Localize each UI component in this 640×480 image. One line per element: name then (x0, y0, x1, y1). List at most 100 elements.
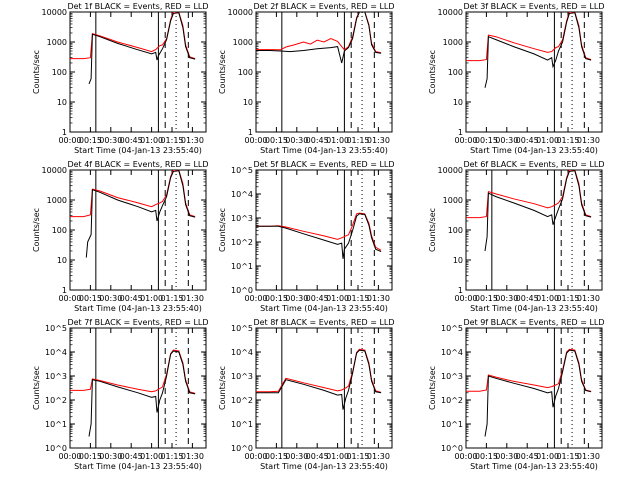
y-tick-label: 1000 (47, 196, 67, 205)
x-tick-label: 00:15 (79, 136, 102, 145)
y-tick-label: 10 (57, 256, 67, 265)
x-axis-title: Start Time (04-Jan-13 23:55:40) (74, 146, 202, 155)
x-tick-label: 00:00 (244, 136, 267, 145)
x-tick-label: 01:00 (326, 294, 349, 303)
x-tick-label: 01:30 (181, 294, 204, 303)
x-tick-label: 01:15 (556, 294, 579, 303)
chart-title: Det 1f BLACK = Events, RED = LLD (67, 2, 208, 11)
y-tick-label: 10^4 (231, 348, 253, 357)
chart-panel: 1 10 100 1000 10000 00:0000:1500:3000:4501:00… (428, 160, 605, 313)
x-tick-label: 01:00 (536, 294, 559, 303)
y-axis-title: Counts/sec (32, 50, 41, 94)
y-tick-label: 10^0 (45, 444, 67, 453)
x-tick-label: 00:45 (120, 452, 143, 461)
x-tick-label: 01:00 (140, 452, 163, 461)
y-axis-title: Counts/sec (32, 366, 41, 410)
y-tick-label: 10^3 (441, 372, 463, 381)
x-tick-label: 00:00 (454, 452, 477, 461)
x-tick-label: 00:15 (265, 452, 288, 461)
x-tick-label: 00:45 (516, 136, 539, 145)
x-tick-label: 00:45 (516, 294, 539, 303)
x-tick-label: 01:00 (140, 294, 163, 303)
x-axis-title: Start Time (04-Jan-13 23:55:40) (260, 304, 388, 313)
y-tick-label: 10000 (228, 8, 253, 17)
y-tick-label: 10^3 (231, 372, 253, 381)
chart-panel: 1 10 100 1000 10000 00:0000:1500:3000:4501:00… (32, 160, 209, 313)
plot-frame (69, 327, 207, 449)
x-tick-label: 00:30 (99, 294, 122, 303)
y-axis-title: Counts/sec (218, 208, 227, 252)
y-tick-label: 10^2 (231, 238, 253, 247)
x-tick-label: 01:30 (577, 294, 600, 303)
y-tick-label: 10^5 (441, 324, 463, 333)
series-line-lld (70, 12, 196, 60)
x-tick-label: 00:15 (79, 294, 102, 303)
x-axis-title: Start Time (04-Jan-13 23:55:40) (470, 304, 598, 313)
plot-frame (255, 169, 393, 291)
x-tick-label: 01:00 (326, 452, 349, 461)
x-tick-label: 00:45 (306, 136, 329, 145)
y-axis-title: Counts/sec (218, 366, 227, 410)
y-tick-label: 10^4 (45, 348, 67, 357)
plot-frame (69, 169, 207, 291)
x-tick-label: 01:30 (367, 136, 390, 145)
y-tick-label: 10 (243, 98, 253, 107)
x-axis-title: Start Time (04-Jan-13 23:55:40) (260, 462, 388, 471)
x-tick-label: 00:15 (265, 136, 288, 145)
plot-frame (465, 169, 603, 291)
x-tick-label: 01:15 (160, 452, 183, 461)
x-tick-label: 01:15 (160, 136, 183, 145)
y-tick-label: 100 (448, 68, 463, 77)
series-line-events (484, 12, 592, 88)
chart-title: Det 7f BLACK = Events, RED = LLD (67, 318, 208, 327)
y-tick-label: 100 (52, 68, 67, 77)
x-tick-label: 00:30 (285, 136, 308, 145)
x-tick-label: 00:15 (475, 294, 498, 303)
series-line-lld (70, 170, 196, 218)
chart-panel: 10^010^110^210^310^410^500:0000:1500:300… (218, 160, 395, 313)
x-axis-title: Start Time (04-Jan-13 23:55:40) (74, 462, 202, 471)
chart-title: Det 8f BLACK = Events, RED = LLD (253, 318, 394, 327)
plot-frame (465, 11, 603, 133)
chart-title: Det 9f BLACK = Events, RED = LLD (463, 318, 604, 327)
x-tick-label: 00:30 (495, 136, 518, 145)
chart-panel: 10^010^110^210^310^410^500:0000:1500:300… (428, 318, 605, 471)
x-tick-label: 00:00 (58, 136, 81, 145)
x-axis-title: Start Time (04-Jan-13 23:55:40) (74, 304, 202, 313)
plot-frame (69, 11, 207, 133)
y-tick-label: 1 (62, 128, 67, 137)
y-tick-label: 10^0 (441, 444, 463, 453)
x-tick-label: 01:15 (346, 136, 369, 145)
x-tick-label: 01:15 (556, 452, 579, 461)
x-tick-label: 00:00 (58, 294, 81, 303)
y-tick-label: 10^2 (441, 396, 463, 405)
chart-title: Det 4f BLACK = Events, RED = LLD (67, 160, 208, 169)
x-tick-label: 00:45 (306, 452, 329, 461)
x-tick-label: 00:45 (516, 452, 539, 461)
x-axis-title: Start Time (04-Jan-13 23:55:40) (470, 146, 598, 155)
y-tick-label: 1 (248, 128, 253, 137)
series-line-events (88, 350, 196, 437)
series-line-lld (466, 12, 592, 62)
y-tick-label: 10000 (438, 8, 463, 17)
x-tick-label: 00:15 (79, 452, 102, 461)
x-tick-label: 00:00 (454, 136, 477, 145)
y-tick-label: 10 (57, 98, 67, 107)
y-tick-label: 10 (453, 256, 463, 265)
y-tick-label: 1 (458, 128, 463, 137)
y-tick-label: 10^3 (45, 372, 67, 381)
chart-title: Det 3f BLACK = Events, RED = LLD (463, 2, 604, 11)
y-tick-label: 1 (458, 286, 463, 295)
chart-panel: 1 10 100 1000 10000 00:0000:1500:3000:4501:00… (32, 2, 209, 155)
x-tick-label: 00:30 (99, 452, 122, 461)
y-tick-label: 10^5 (231, 324, 253, 333)
chart-title: Det 5f BLACK = Events, RED = LLD (253, 160, 394, 169)
y-axis-title: Counts/sec (218, 50, 227, 94)
y-tick-label: 1000 (47, 38, 67, 47)
y-tick-label: 100 (52, 226, 67, 235)
x-tick-label: 01:00 (140, 136, 163, 145)
y-axis-title: Counts/sec (428, 208, 437, 252)
y-tick-label: 10^1 (231, 262, 253, 271)
x-axis-title: Start Time (04-Jan-13 23:55:40) (470, 462, 598, 471)
series-line-lld (256, 348, 382, 393)
